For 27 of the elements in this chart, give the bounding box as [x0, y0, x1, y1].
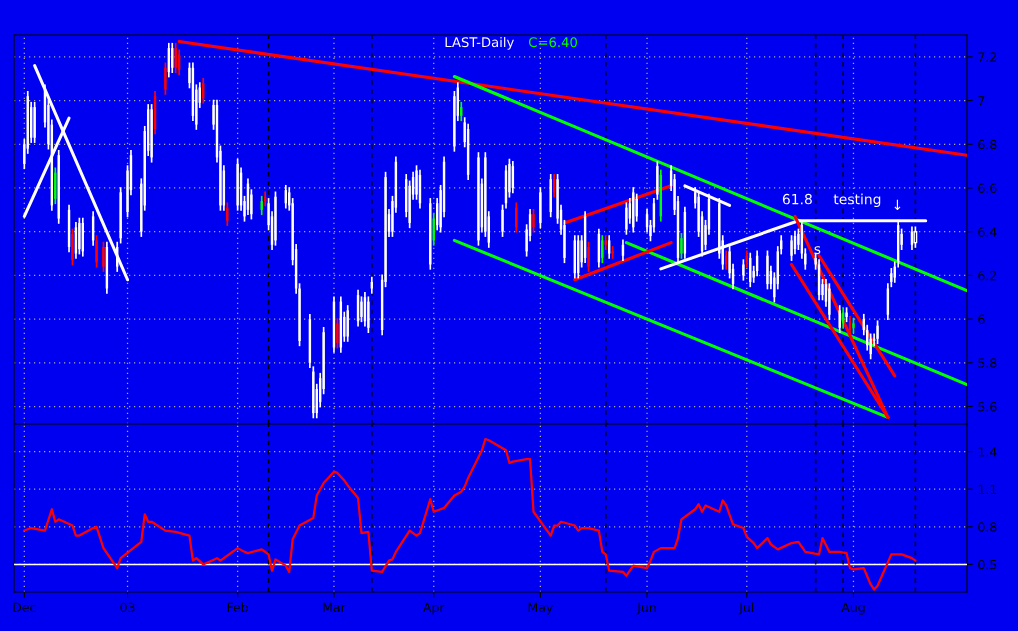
- annotation: 61.8: [782, 193, 812, 205]
- x-tick-label: Feb: [227, 602, 249, 613]
- y-tick-label: 1.4: [978, 447, 997, 457]
- chart-subtitle: C=6.40: [528, 37, 577, 48]
- x-tick-label: Mar: [323, 602, 346, 613]
- x-tick-label: Dec: [13, 602, 36, 613]
- y-tick-label: 6: [978, 314, 985, 325]
- x-tick-label: Jul: [738, 602, 754, 615]
- y-tick-label: 7: [978, 96, 985, 106]
- x-tick-label: Jun: [636, 602, 656, 615]
- y-tick-label: 0.8: [978, 522, 997, 532]
- y-tick-label: 0.5: [978, 559, 997, 570]
- y-tick-label: 7.2: [978, 52, 997, 62]
- y-tick-label: 6.6: [978, 183, 997, 193]
- x-tick-label: Apr: [423, 602, 445, 615]
- x-tick-label: May: [528, 602, 553, 615]
- y-tick-label: 6.4: [978, 227, 997, 237]
- chart-title: LAST-Daily: [445, 36, 514, 50]
- y-tick-label: 6.8: [978, 139, 997, 150]
- y-tick-label: 5.6: [978, 401, 997, 412]
- y-tick-label: 1.1: [978, 484, 997, 494]
- x-tick-label: 03: [120, 602, 135, 613]
- x-tick-label: Aug: [841, 602, 865, 615]
- y-tick-label: 5.8: [978, 358, 997, 368]
- annotation: testing: [833, 193, 881, 208]
- annotation: ↓: [894, 199, 901, 211]
- y-tick-label: 6.2: [978, 270, 997, 281]
